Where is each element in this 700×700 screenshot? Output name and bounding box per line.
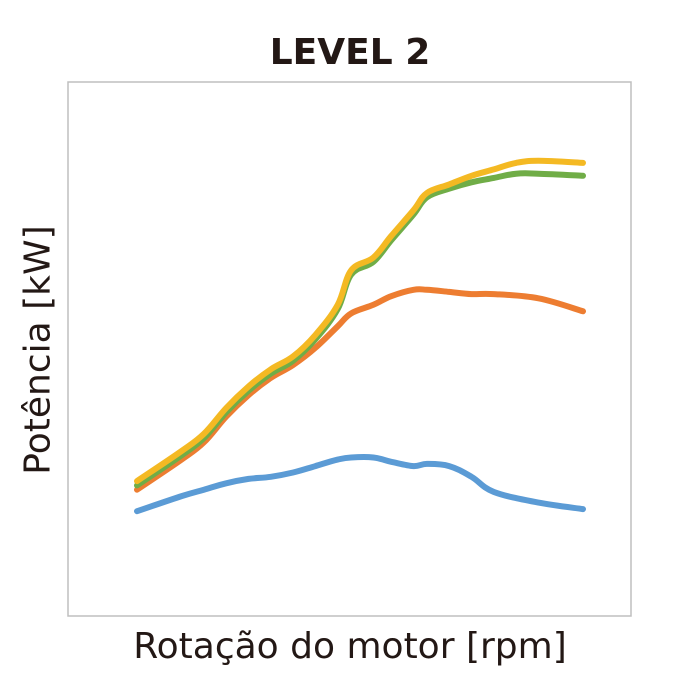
series-line-1 (134, 454, 586, 515)
chart-title: LEVEL 2 (269, 32, 431, 73)
series-line-4 (134, 157, 586, 485)
y-axis-label: Potência [kW] (17, 225, 59, 475)
x-axis-label: Rotação do motor [rpm] (133, 626, 567, 667)
series-layer (134, 157, 586, 515)
